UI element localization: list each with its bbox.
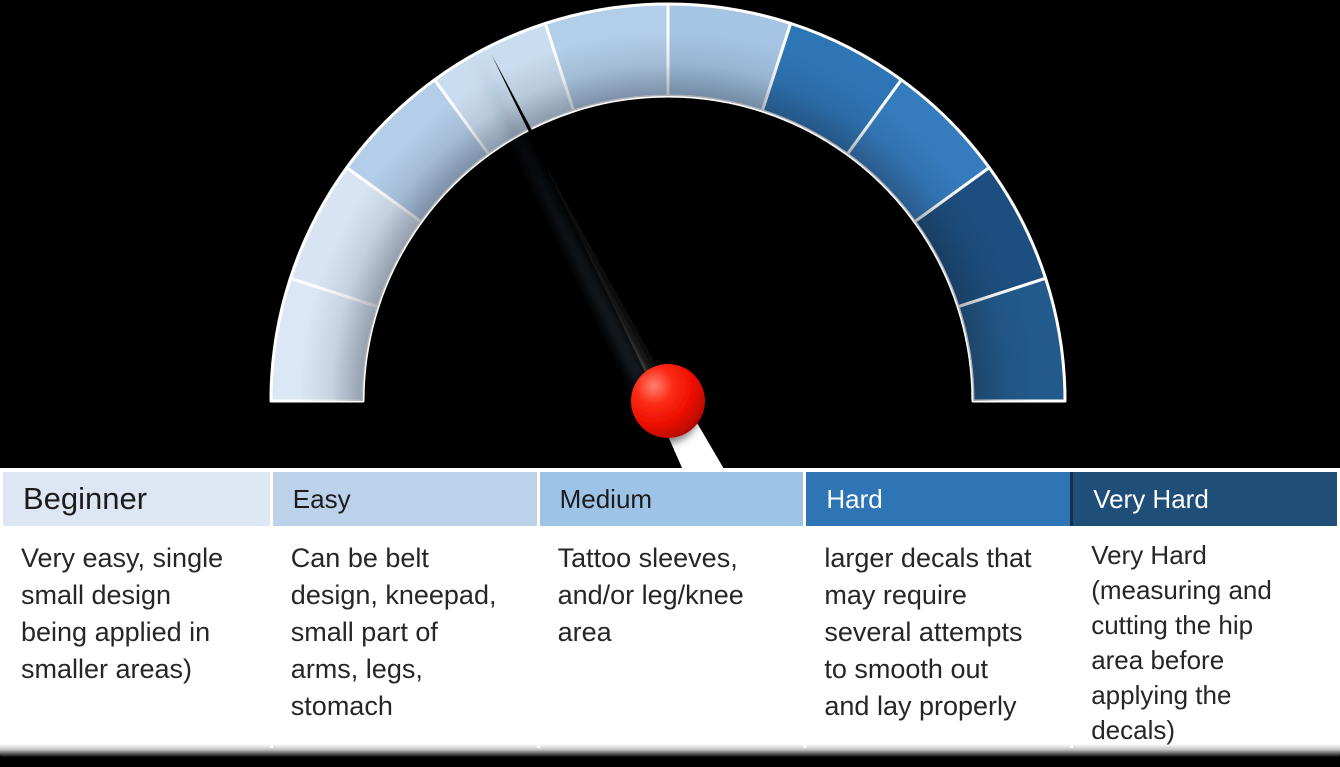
- gauge-segment-shade: [762, 23, 902, 155]
- gauge-ring-shading: [270, 3, 1066, 401]
- gauge-needle-hub: [631, 364, 705, 438]
- table-top-border: [0, 468, 1340, 472]
- gauge-segment-shade: [270, 278, 378, 401]
- table-cell-very-hard-description: Very Hard (measuring and cutting the hip…: [1070, 526, 1337, 748]
- table-header-medium: Medium: [536, 472, 804, 526]
- gauge-segment-shade: [290, 167, 422, 307]
- table-bottom-shadow: [0, 744, 1340, 757]
- table-header-row: Beginner Easy Medium Hard Very Hard: [0, 472, 1340, 526]
- table-cell-beginner-description: Very easy, single small design being app…: [21, 543, 224, 684]
- table-cell-easy-description: Can be belt design, kneepad, small part …: [269, 526, 537, 748]
- table-header-beginner: Beginner: [3, 472, 270, 526]
- table-header-very-hard: Very Hard: [1070, 472, 1337, 526]
- table-header-easy: Easy: [269, 472, 537, 526]
- table-header-hard: Hard: [803, 472, 1071, 526]
- table-cell-hard-description: larger decals that may require several a…: [803, 526, 1070, 748]
- gauge-needle: [491, 54, 676, 405]
- gauge-segment-shade: [434, 23, 574, 155]
- gauge-segment-shade: [346, 79, 489, 222]
- difficulty-table: Beginner Easy Medium Hard Very Hard Very…: [0, 468, 1340, 757]
- gauge-segment-shade: [958, 278, 1066, 401]
- gauge-segment-shade: [668, 3, 791, 111]
- gauge-segment-shade: [545, 3, 668, 111]
- gauge-segment-shade: [914, 167, 1046, 307]
- table-body-row: Very easy, single small design being app…: [0, 526, 1340, 748]
- table-cell-medium-description: Tattoo sleeves, and/or leg/knee area: [536, 526, 804, 748]
- gauge-segment-shade: [847, 79, 990, 222]
